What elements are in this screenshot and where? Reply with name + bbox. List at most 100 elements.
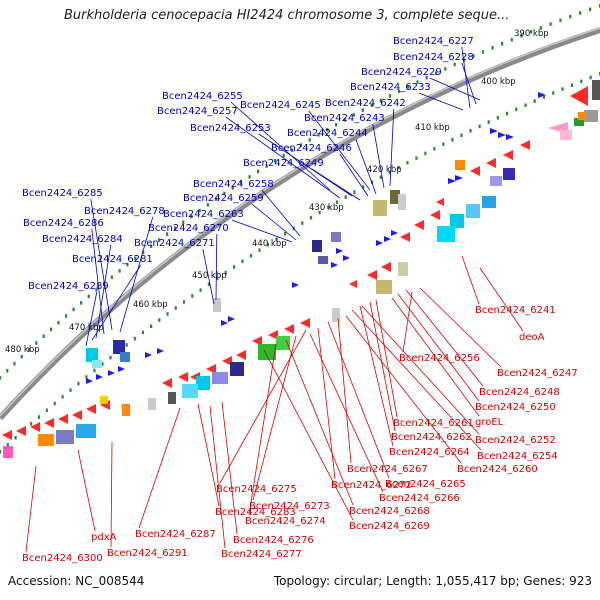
reverse-gene-arrow bbox=[72, 410, 82, 420]
reverse-gene-arrow bbox=[236, 350, 246, 360]
reverse-gene-label-bcen2424-6241[interactable]: Bcen2424_6241 bbox=[475, 305, 556, 316]
outer-tick-dot bbox=[27, 348, 31, 352]
reverse-gene-label-bcen2424-6272[interactable]: Bcen2424_6272 bbox=[331, 480, 412, 491]
forward-gene-label-bcen2424-6229[interactable]: Bcen2424_6229 bbox=[361, 67, 442, 78]
inner-tick-dot bbox=[69, 388, 72, 392]
reverse-gene-label-bcen2424-6267[interactable]: Bcen2424_6267 bbox=[347, 464, 428, 475]
reverse-leader-line bbox=[419, 287, 502, 368]
forward-gene-label-bcen2424-6285[interactable]: Bcen2424_6285 bbox=[22, 188, 103, 199]
inner-tick-dot bbox=[424, 151, 427, 156]
forward-gene-label-bcen2424-6258[interactable]: Bcen2424_6258 bbox=[193, 179, 274, 190]
reverse-gene-label-bcen2424-6283[interactable]: Bcen2424_6283 bbox=[215, 507, 296, 518]
reverse-gene-label-bcen2424-6260[interactable]: Bcen2424_6260 bbox=[457, 464, 538, 475]
reverse-leader-line bbox=[248, 343, 277, 516]
reverse-gene-label-deoa[interactable]: deoA bbox=[519, 332, 545, 343]
reverse-gene-arrow bbox=[86, 404, 96, 414]
gene-block bbox=[212, 372, 228, 384]
forward-leader-line bbox=[461, 46, 471, 109]
reverse-gene-label-bcen2424-6264[interactable]: Bcen2424_6264 bbox=[389, 447, 470, 458]
forward-gene-label-bcen2424-6259[interactable]: Bcen2424_6259 bbox=[183, 193, 264, 204]
outer-tick-dot bbox=[215, 197, 218, 201]
reverse-leader-line bbox=[197, 403, 220, 507]
reverse-gene-label-bcen2424-6261[interactable]: Bcen2424_6261 bbox=[393, 418, 474, 429]
forward-gene-arrow bbox=[292, 282, 299, 288]
inner-tick-dot bbox=[478, 124, 481, 129]
reverse-gene-label-bcen2424-6269[interactable]: Bcen2424_6269 bbox=[349, 521, 430, 532]
outer-tick-dot bbox=[481, 50, 485, 54]
reverse-gene-label-bcen2424-6248[interactable]: Bcen2424_6248 bbox=[479, 387, 560, 398]
reverse-gene-label-bcen2424-6291[interactable]: Bcen2424_6291 bbox=[107, 548, 188, 559]
forward-gene-label-bcen2424-6286[interactable]: Bcen2424_6286 bbox=[23, 218, 104, 229]
reverse-gene-label-bcen2424-6287[interactable]: Bcen2424_6287 bbox=[135, 529, 216, 540]
outer-tick-dot bbox=[13, 361, 16, 366]
forward-gene-label-bcen2424-6243[interactable]: Bcen2424_6243 bbox=[304, 113, 385, 124]
reverse-gene-label-bcen2424-6256[interactable]: Bcen2424_6256 bbox=[399, 353, 480, 364]
inner-tick-dot bbox=[37, 415, 41, 419]
forward-gene-label-bcen2424-6244[interactable]: Bcen2424_6244 bbox=[287, 128, 368, 139]
inner-tick-dot bbox=[182, 300, 186, 304]
gene-block bbox=[332, 308, 340, 322]
tick-label-410-kbp: 410 kbp bbox=[415, 123, 450, 133]
forward-gene-arrow bbox=[336, 248, 343, 254]
inner-tick-dot bbox=[30, 422, 33, 426]
forward-gene-label-bcen2424-6270[interactable]: Bcen2424_6270 bbox=[148, 223, 229, 234]
forward-gene-label-bcen2424-6233[interactable]: Bcen2424_6233 bbox=[350, 82, 431, 93]
forward-gene-label-bcen2424-6255[interactable]: Bcen2424_6255 bbox=[162, 91, 243, 102]
gene-block bbox=[560, 130, 572, 140]
gene-block bbox=[196, 376, 210, 390]
gene-block bbox=[100, 396, 108, 404]
forward-gene-label-bcen2424-6257[interactable]: Bcen2424_6257 bbox=[157, 106, 238, 117]
forward-gene-label-bcen2424-6284[interactable]: Bcen2424_6284 bbox=[42, 234, 123, 245]
reverse-gene-label-bcen2424-6252[interactable]: Bcen2424_6252 bbox=[475, 435, 556, 446]
reverse-gene-label-bcen2424-6275[interactable]: Bcen2424_6275 bbox=[216, 484, 297, 495]
outer-tick-dot bbox=[299, 143, 303, 147]
inner-tick-dot bbox=[233, 265, 236, 269]
outer-tick-dot bbox=[256, 169, 260, 174]
reverse-gene-label-bcen2424-6254[interactable]: Bcen2424_6254 bbox=[477, 451, 558, 462]
inner-tick-dot bbox=[327, 205, 330, 210]
reverse-gene-label-bcen2424-6300[interactable]: Bcen2424_6300 bbox=[22, 553, 103, 564]
forward-gene-label-bcen2424-6246[interactable]: Bcen2424_6246 bbox=[271, 143, 352, 154]
forward-gene-label-bcen2424-6263[interactable]: Bcen2424_6263 bbox=[163, 209, 244, 220]
forward-gene-arrow bbox=[343, 255, 350, 261]
forward-gene-label-bcen2424-6245[interactable]: Bcen2424_6245 bbox=[240, 100, 321, 111]
forward-gene-label-bcen2424-6227[interactable]: Bcen2424_6227 bbox=[393, 36, 474, 47]
reverse-gene-label-bcen2424-6277[interactable]: Bcen2424_6277 bbox=[221, 549, 302, 560]
inner-tick-dot bbox=[344, 195, 347, 199]
reverse-gene-arrow bbox=[30, 422, 40, 432]
forward-gene-label-bcen2424-6281[interactable]: Bcen2424_6281 bbox=[72, 254, 153, 265]
forward-gene-label-bcen2424-6289[interactable]: Bcen2424_6289 bbox=[28, 281, 109, 292]
forward-gene-label-bcen2424-6228[interactable]: Bcen2424_6228 bbox=[393, 52, 474, 63]
inner-tick-dot bbox=[125, 343, 128, 347]
reverse-gene-label-pdxa[interactable]: pdxA bbox=[91, 532, 117, 543]
outer-tick-dot bbox=[549, 22, 552, 26]
reverse-leader-line bbox=[461, 255, 480, 305]
forward-gene-label-bcen2424-6249[interactable]: Bcen2424_6249 bbox=[243, 158, 324, 169]
reverse-gene-label-bcen2424-6262[interactable]: Bcen2424_6262 bbox=[391, 432, 472, 443]
forward-gene-label-bcen2424-6253[interactable]: Bcen2424_6253 bbox=[190, 123, 271, 134]
gene-block bbox=[503, 168, 515, 180]
reverse-gene-label-bcen2424-6273[interactable]: Bcen2424_6273 bbox=[249, 501, 330, 512]
inner-tick-dot bbox=[45, 408, 48, 413]
forward-leader-line bbox=[95, 244, 112, 339]
gene-block bbox=[168, 392, 176, 404]
forward-leader-line bbox=[418, 92, 464, 111]
reverse-gene-label-bcen2424-6276[interactable]: Bcen2424_6276 bbox=[233, 535, 314, 546]
reverse-gene-label-bcen2424-6250[interactable]: Bcen2424_6250 bbox=[475, 402, 556, 413]
reverse-gene-arrow bbox=[486, 158, 496, 168]
forward-gene-arrow bbox=[498, 132, 506, 138]
reverse-gene-label-bcen2424-6268[interactable]: Bcen2424_6268 bbox=[349, 506, 430, 517]
reverse-gene-label-bcen2424-6247[interactable]: Bcen2424_6247 bbox=[497, 368, 578, 379]
forward-gene-label-bcen2424-6242[interactable]: Bcen2424_6242 bbox=[325, 98, 406, 109]
reverse-gene-label-groel[interactable]: groEL bbox=[475, 417, 504, 428]
forward-gene-label-bcen2424-6271[interactable]: Bcen2424_6271 bbox=[134, 238, 215, 249]
forward-leader-line bbox=[258, 133, 353, 197]
forward-gene-label-bcen2424-6278[interactable]: Bcen2424_6278 bbox=[84, 206, 165, 217]
outer-tick-dot bbox=[398, 89, 401, 94]
inner-tick-dot bbox=[61, 395, 64, 399]
outer-tick-dot bbox=[240, 180, 243, 185]
reverse-gene-label-bcen2424-6265[interactable]: Bcen2424_6265 bbox=[385, 479, 466, 490]
reverse-gene-label-bcen2424-6274[interactable]: Bcen2424_6274 bbox=[245, 516, 326, 527]
forward-leader-line bbox=[372, 123, 385, 189]
reverse-gene-label-bcen2424-6266[interactable]: Bcen2424_6266 bbox=[379, 493, 460, 504]
